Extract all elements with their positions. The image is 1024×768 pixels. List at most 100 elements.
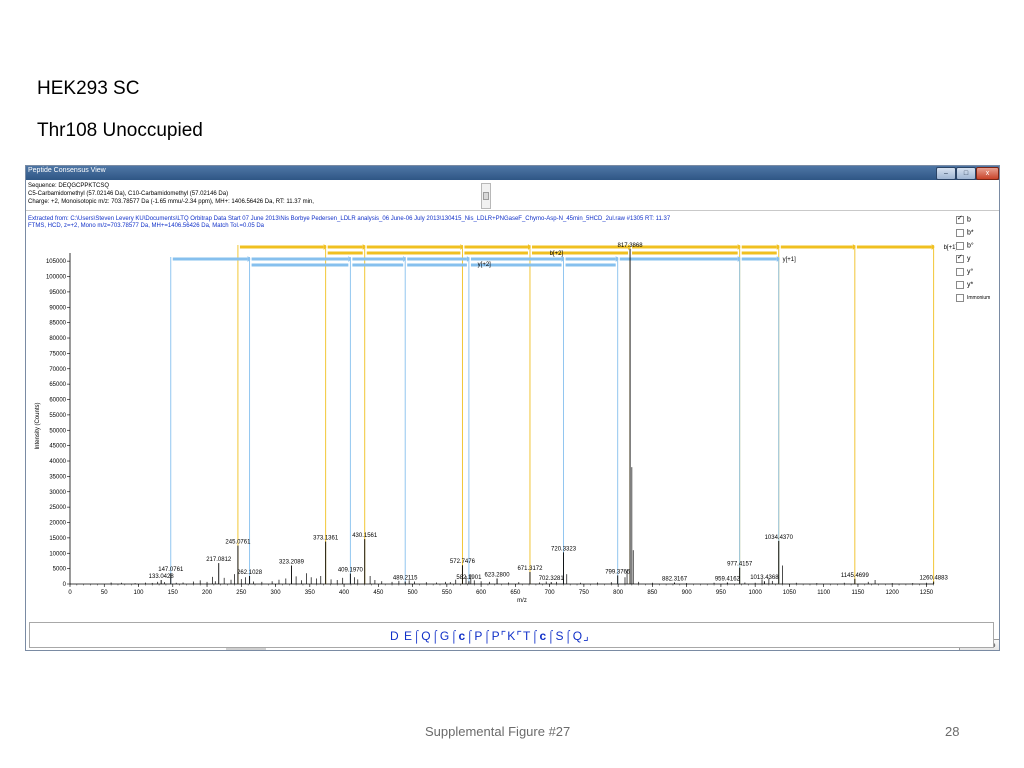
x-tick-label: 750 [579,590,590,596]
sequence-residue: ⌠ [483,629,492,643]
sequence-residue: ⌠ [431,629,440,643]
sequence-residue: c [458,629,467,643]
peak-label: 323.2089 [279,560,305,566]
y-tick-label: 65000 [49,382,66,388]
b-ion-ladder-head [460,244,464,250]
ion-series-label: y[+1] [783,257,797,263]
ion-type-4-checkbox[interactable]: y° [956,268,973,278]
page-number: 28 [945,724,960,739]
sequence-strip: D E⌠Q⌠G⌠c⌠P⌠P⌜K⌜T⌠c⌠S⌠Q⌟ [390,629,590,643]
minimize-button[interactable]: – [936,167,956,180]
y-tick-label: 55000 [49,413,66,419]
charge-line: Charge: +2, Monoisotopic m/z: 703.78577 … [28,199,314,205]
x-tick-label: 1000 [748,590,762,596]
sequence-residue: ⌜ [500,629,508,643]
ion-type-label: b [967,216,971,224]
x-tick-label: 950 [716,590,727,596]
y-tick-label: 15000 [49,536,66,542]
figure-caption: Supplemental Figure #27 [425,724,571,739]
y-tick-label: 60000 [49,398,66,404]
checkbox-box[interactable] [956,253,964,263]
sequence-residue: ⌜ [516,629,523,643]
x-tick-label: 550 [442,590,453,596]
peak-label: 1034.4370 [765,535,794,541]
ion-series-label: y[+2] [478,262,492,268]
y-tick-label: 10000 [49,551,66,557]
y-tick-label: 100000 [46,275,67,281]
peak-label: 977.4157 [727,562,753,568]
ion-type-2-checkbox[interactable]: b° [956,242,974,252]
x-tick-label: 800 [613,590,624,596]
sequence-residue: ⌠ [531,629,540,643]
peak-label: 373.1361 [313,536,339,542]
y-tick-label: 35000 [49,474,66,480]
y-axis-title: Intensity (Counts) [35,402,41,449]
ion-type-3-checkbox[interactable]: y [956,253,971,265]
checkbox-box[interactable] [956,294,964,302]
sequence-residue: ⌠ [466,629,475,643]
x-tick-label: 700 [545,590,556,596]
peak-label: 671.3172 [517,566,543,572]
checkbox-box[interactable] [956,268,964,276]
x-tick-label: 400 [339,590,350,596]
info-scrollbar[interactable] [481,183,491,209]
y-tick-label: 25000 [49,505,66,511]
y-tick-label: 0 [63,582,67,588]
y-tick-label: 30000 [49,490,66,496]
ion-type-label: y° [967,268,974,276]
sequence-residue: E [399,629,414,643]
b-ion-ladder-head [527,244,531,250]
peak-label: 959.4162 [715,576,741,582]
checkbox-box[interactable] [956,214,964,224]
bottom-tab[interactable] [226,648,266,650]
maximize-button[interactable]: □ [956,167,976,180]
y-ion-ladder-head [776,256,780,262]
y-tick-label: 5000 [53,567,67,573]
x-tick-label: 150 [168,590,179,596]
y-ion-ladder-head [403,256,407,262]
modification-line: C5-Carbamidomethyl (57.02146 Da), C10-Ca… [28,191,229,197]
sequence-residue: Q [421,629,432,643]
y-ion-ladder-head [561,256,565,262]
ion-type-5-checkbox[interactable]: y* [956,281,973,291]
x-tick-label: 650 [510,590,521,596]
ion-type-0-checkbox[interactable]: b [956,214,971,226]
sequence-residue: Q [572,629,584,643]
spectrum-chart[interactable]: 0 50 100 150 200 250 300 350 400 450 500 550 600 650 7… [26,211,956,617]
ion-type-1-checkbox[interactable]: b* [956,229,974,239]
scroll-thumb[interactable] [483,192,489,200]
window-title: Peptide Consensus View [28,167,106,174]
peak-label: 572.7476 [450,559,476,565]
x-tick-label: 600 [476,590,487,596]
close-button[interactable]: x [976,167,999,180]
sequence-residue: ⌠ [450,629,459,643]
peak-label: 147.0761 [158,567,184,573]
slide-title-site: Thr108 Unoccupied [37,120,203,141]
y-tick-label: 50000 [49,428,66,434]
checkbox-box[interactable] [956,281,964,289]
sequence-residue: c [539,629,548,643]
b-ion-ladder-head [776,244,780,250]
x-tick-label: 1050 [783,590,797,596]
y-tick-label: 80000 [49,336,66,342]
x-tick-label: 0 [68,590,72,596]
y-tick-label: 40000 [49,459,66,465]
ion-type-6-checkbox[interactable]: Immonium [956,294,990,304]
sequence-residue: ⌠ [413,629,422,643]
checkbox-box[interactable] [956,242,964,250]
x-tick-label: 1200 [886,590,900,596]
y-ion-ladder-head [348,256,352,262]
x-tick-label: 200 [202,590,213,596]
peak-label: 1260.4883 [919,576,948,582]
ion-series-label: b[+2] [550,251,564,257]
ion-type-label: b° [967,242,974,250]
b-ion-ladder-head [628,244,632,250]
side-tab-strip[interactable] [992,622,999,648]
b-ion-ladder-head [931,244,935,250]
window-titlebar[interactable]: Peptide Consensus View – □ x [26,166,999,180]
x-tick-label: 250 [236,590,247,596]
checkbox-box[interactable] [956,229,964,237]
peak-label: 817.3868 [618,243,644,249]
slide-title-sample: HEK293 SC [37,78,140,99]
sequence-residue: P [474,629,484,643]
